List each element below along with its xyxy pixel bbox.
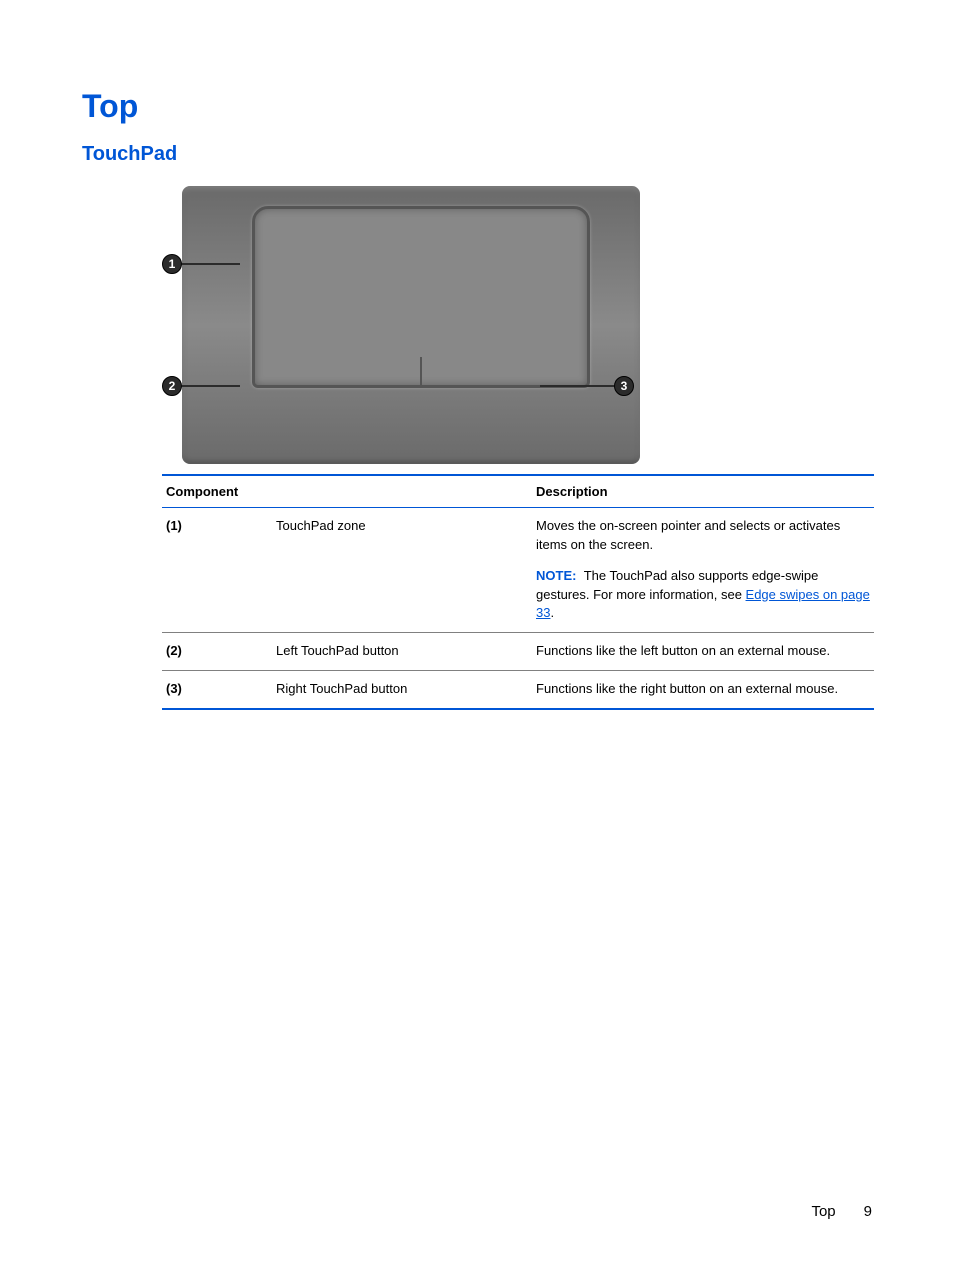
callout-3: 3 xyxy=(540,376,634,396)
cell-component: Right TouchPad button xyxy=(272,671,532,709)
cell-description: Moves the on-screen pointer and selects … xyxy=(532,508,874,633)
header-description: Description xyxy=(532,475,874,508)
callout-2: 2 xyxy=(162,376,240,396)
callout-line xyxy=(182,385,240,387)
callout-number-icon: 2 xyxy=(162,376,182,396)
footer-page-number: 9 xyxy=(864,1203,872,1220)
touchpad-figure: 1 2 3 xyxy=(162,186,872,464)
cell-component: TouchPad zone xyxy=(272,508,532,633)
cell-num: (1) xyxy=(162,508,272,633)
note-text-after: . xyxy=(550,605,554,620)
touchpad-button-divider xyxy=(420,357,422,385)
page-title: Top xyxy=(82,88,872,125)
section-title-touchpad: TouchPad xyxy=(82,143,872,166)
callout-line xyxy=(182,263,240,265)
note-label: NOTE: xyxy=(536,568,576,583)
page-footer: Top 9 xyxy=(811,1203,872,1220)
table-row: (1) TouchPad zone Moves the on-screen po… xyxy=(162,508,874,633)
desc-text: Moves the on-screen pointer and selects … xyxy=(536,517,870,555)
callout-number-icon: 3 xyxy=(614,376,634,396)
callout-1: 1 xyxy=(162,254,240,274)
table-header-row: Component Description xyxy=(162,475,874,508)
cell-description: Functions like the right button on an ex… xyxy=(532,671,874,709)
callout-number-icon: 1 xyxy=(162,254,182,274)
header-component: Component xyxy=(162,475,532,508)
cell-description: Functions like the left button on an ext… xyxy=(532,633,874,671)
table-row: (3) Right TouchPad button Functions like… xyxy=(162,671,874,709)
touchpad-base xyxy=(182,186,640,464)
component-table: Component Description (1) TouchPad zone … xyxy=(162,474,874,710)
cell-num: (2) xyxy=(162,633,272,671)
cell-component: Left TouchPad button xyxy=(272,633,532,671)
footer-section: Top xyxy=(811,1203,835,1220)
component-table-wrap: Component Description (1) TouchPad zone … xyxy=(162,474,874,710)
desc-note: NOTE: The TouchPad also supports edge-sw… xyxy=(536,567,870,624)
touchpad-zone-shape xyxy=(252,206,590,388)
document-page: Top TouchPad 1 2 3 xyxy=(0,0,954,1270)
touchpad-diagram: 1 2 3 xyxy=(162,186,640,464)
callout-line xyxy=(540,385,614,387)
cell-num: (3) xyxy=(162,671,272,709)
table-row: (2) Left TouchPad button Functions like … xyxy=(162,633,874,671)
